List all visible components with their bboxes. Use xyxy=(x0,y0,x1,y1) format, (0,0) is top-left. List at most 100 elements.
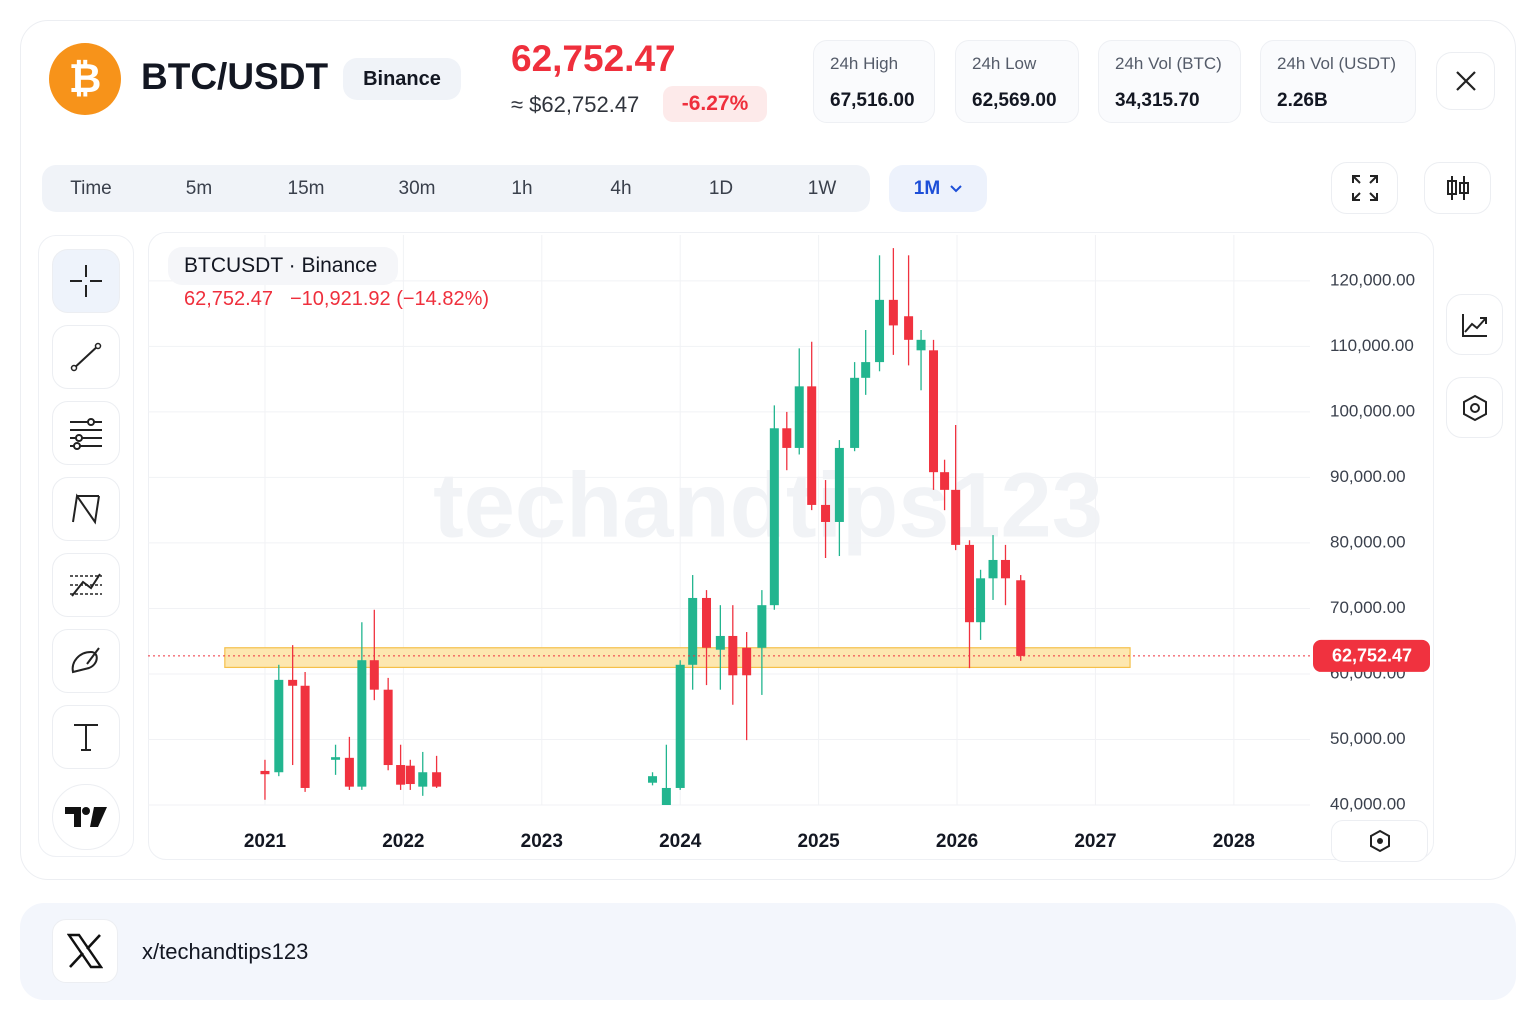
axis-settings-button[interactable] xyxy=(1331,820,1428,862)
icon xyxy=(1369,829,1390,853)
timeframe[interactable]: 1D xyxy=(708,178,734,199)
candle-icon xyxy=(1446,176,1469,200)
candle-body xyxy=(344,757,354,787)
candle-body xyxy=(728,635,738,676)
stat-card: 24h Vol (BTC) 34,315.70 xyxy=(1098,40,1241,123)
y-tick-label: 80,000.00 xyxy=(1330,532,1406,551)
change-badge: -6.27% xyxy=(663,86,767,122)
chart-type-button[interactable] xyxy=(1424,162,1491,214)
candle-body xyxy=(916,339,926,351)
footer-handle: x/techandtips123 xyxy=(142,939,309,964)
x-tick-label: 2026 xyxy=(936,831,978,852)
stat-value: 67,516.00 xyxy=(830,90,915,111)
fullscreen-icon xyxy=(1351,175,1378,201)
x-tick-label: 2027 xyxy=(1074,831,1116,852)
timeframe[interactable]: 1h xyxy=(511,178,533,199)
x-tick-label: 2025 xyxy=(797,831,840,852)
active-timeframe-label: 1M xyxy=(913,177,941,199)
candle-body xyxy=(850,377,860,448)
active-timeframe[interactable]: 1M xyxy=(889,165,987,212)
x-tick-label: 2028 xyxy=(1213,831,1255,852)
x-logo[interactable] xyxy=(52,919,118,983)
y-tick-label: 40,000.00 xyxy=(1330,794,1406,813)
pattern-tool[interactable] xyxy=(52,477,120,541)
x-tick-label: 2023 xyxy=(521,831,563,852)
timeframe[interactable]: 15m xyxy=(287,178,325,199)
stat-label: 24h Vol (BTC) xyxy=(1115,54,1222,73)
candle-body xyxy=(648,776,658,783)
candle-body xyxy=(1016,580,1026,656)
candle-body xyxy=(769,428,779,606)
candle-body xyxy=(405,765,415,785)
last-price-tag xyxy=(1313,639,1430,672)
candle-body xyxy=(888,299,898,326)
close-button[interactable] xyxy=(1436,52,1495,110)
icon xyxy=(70,418,102,450)
candle-body xyxy=(794,386,804,448)
candle-body xyxy=(418,772,428,787)
stat-card: 24h Low 62,569.00 xyxy=(955,40,1079,123)
brush-tool[interactable] xyxy=(52,629,120,693)
candle-body xyxy=(821,504,831,522)
chart: techandtips123 2021 2022 2023 2024 2025 2026 20… xyxy=(148,235,1430,852)
close-icon xyxy=(1455,71,1476,91)
timeframe[interactable]: 5m xyxy=(185,178,213,199)
fib-tool[interactable] xyxy=(52,401,120,465)
candle-body xyxy=(951,489,961,545)
price-usd: ≈ $62,752.47 xyxy=(511,92,640,117)
candle-body xyxy=(331,757,341,760)
y-tick-label: 70,000.00 xyxy=(1330,598,1406,617)
candle-body xyxy=(661,787,671,805)
timeframe[interactable]: Time xyxy=(70,178,112,199)
btc-icon: ₿ xyxy=(49,43,121,115)
candle-body xyxy=(432,772,442,787)
main-card xyxy=(20,20,1516,880)
y-tick-label: 110,000.00 xyxy=(1330,336,1414,355)
trendline-tool[interactable] xyxy=(52,325,120,389)
legend-price: 62,752.47 xyxy=(184,288,273,310)
stat-value: 2.26B xyxy=(1277,90,1328,111)
icon xyxy=(67,933,103,969)
stat-value: 62,569.00 xyxy=(972,90,1057,111)
candle-body xyxy=(940,472,950,490)
exchange: Binance xyxy=(343,58,461,100)
stat-value: 34,315.70 xyxy=(1115,90,1200,111)
timeframe[interactable]: 4h xyxy=(610,178,632,199)
candle-body xyxy=(675,664,685,788)
candle-body xyxy=(260,770,270,775)
icon xyxy=(1462,394,1487,421)
legend-pill xyxy=(168,247,398,285)
icon xyxy=(70,265,102,297)
text-tool[interactable] xyxy=(52,705,120,769)
candle-body xyxy=(875,299,885,363)
watermark: techandtips123 xyxy=(433,454,1103,556)
crosshair-tool[interactable] xyxy=(52,249,120,313)
candle-body xyxy=(782,428,792,448)
icon xyxy=(72,493,100,525)
toolbar xyxy=(38,235,134,857)
candle-body xyxy=(929,350,939,473)
indicator-button[interactable] xyxy=(1446,294,1503,355)
candle-body xyxy=(300,685,310,788)
x-tick-label: 2024 xyxy=(659,831,702,852)
candle-body xyxy=(757,605,767,648)
icon xyxy=(70,573,102,597)
candle-body xyxy=(988,559,998,579)
chart-panel xyxy=(148,232,1434,860)
candle-body xyxy=(742,647,752,676)
x-tick-label: 2022 xyxy=(382,831,424,852)
candle-body xyxy=(369,660,379,690)
timeframe[interactable]: 1W xyxy=(807,178,837,199)
icon xyxy=(70,342,102,372)
svg-text:₿: ₿ xyxy=(69,56,102,102)
projection-tool[interactable] xyxy=(52,553,120,617)
y-tick-label: 50,000.00 xyxy=(1330,729,1406,748)
tv-logo[interactable] xyxy=(52,784,120,850)
candle-body xyxy=(288,679,298,686)
fullscreen-button[interactable] xyxy=(1331,162,1398,214)
settings-button[interactable] xyxy=(1446,377,1503,438)
timeframe[interactable]: 30m xyxy=(398,178,436,199)
candle-body xyxy=(274,679,284,773)
stat-label: 24h Low xyxy=(972,54,1037,73)
